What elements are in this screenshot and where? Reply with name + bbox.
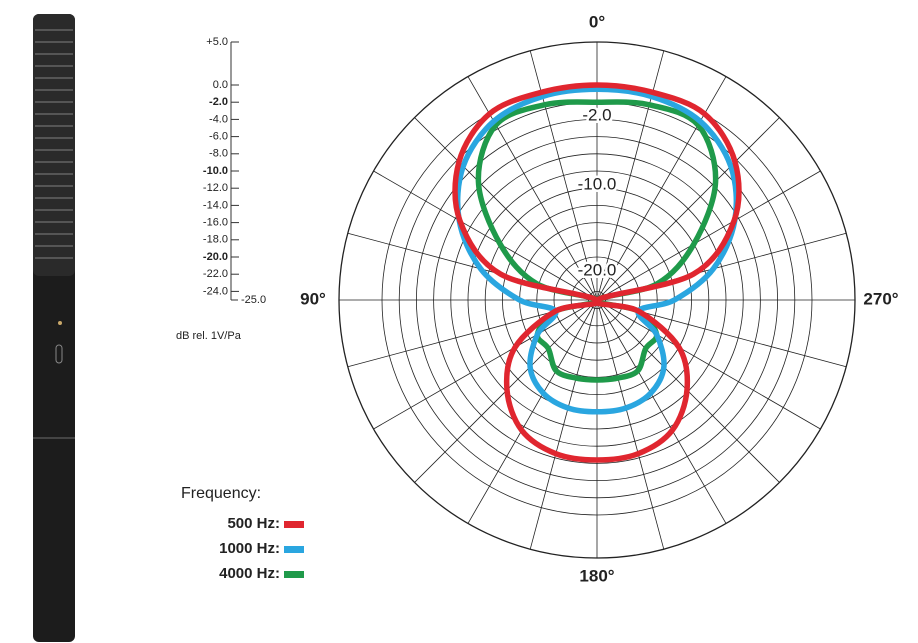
grid-spoke (374, 171, 597, 300)
db-scale: dB rel. 1V/Pa +5.0 0.0 -2.0 -4.0 -6.0 -8.0 -10… (176, 36, 266, 342)
scale-tick-label: -8.0 (209, 148, 228, 160)
angle-label: 0° (589, 12, 605, 31)
scale-tick-label: -12.0 (203, 182, 228, 194)
ring-label: -10.0 (578, 174, 617, 193)
angle-label: 180° (579, 566, 614, 585)
angle-label: 90° (300, 289, 326, 308)
polar-plot: -2.0 -10.0 -20.0 0° 90° 180° 270° (300, 12, 899, 585)
legend: Frequency: 500 Hz: 1000 Hz: 4000 Hz: (181, 485, 304, 582)
angle-label: 270° (863, 289, 898, 308)
legend-label: 4000 Hz: (219, 565, 280, 582)
scale-tick-label: -2.0 (209, 96, 228, 108)
grid-spoke (597, 118, 779, 300)
scale-tick-label: -4.0 (209, 113, 228, 125)
grid-spoke (597, 300, 820, 429)
ring-label: -20.0 (578, 260, 617, 279)
legend-label: 1000 Hz: (219, 540, 280, 557)
grid-spoke (597, 171, 820, 300)
scale-tick-label: -14.0 (203, 199, 228, 211)
grid-spoke (415, 118, 597, 300)
microphone (33, 14, 75, 642)
scale-tick-label: +5.0 (206, 36, 228, 48)
scale-tick-label: -16.0 (203, 217, 228, 229)
scale-tick-label: -24.0 (203, 285, 228, 297)
legend-swatch (284, 521, 304, 528)
axis-title: dB rel. 1V/Pa (176, 330, 242, 342)
ring-label: -2.0 (582, 106, 611, 125)
scale-tick-label: -22.0 (203, 268, 228, 280)
scale-tick-label: -18.0 (203, 234, 228, 246)
chart: dB rel. 1V/Pa +5.0 0.0 -2.0 -4.0 -6.0 -8.0 -10… (0, 0, 918, 643)
scale-tick-label: -20.0 (203, 251, 228, 263)
scale-tick-label: -10.0 (203, 165, 228, 177)
scale-tick-label: -6.0 (209, 131, 228, 143)
scale-tick-label: -25.0 (241, 294, 266, 306)
legend-swatch (284, 546, 304, 553)
legend-swatch (284, 571, 304, 578)
scale-tick-label: 0.0 (213, 79, 228, 91)
grid-spoke (374, 300, 597, 429)
legend-title: Frequency: (181, 485, 261, 502)
legend-label: 500 Hz: (227, 515, 280, 532)
